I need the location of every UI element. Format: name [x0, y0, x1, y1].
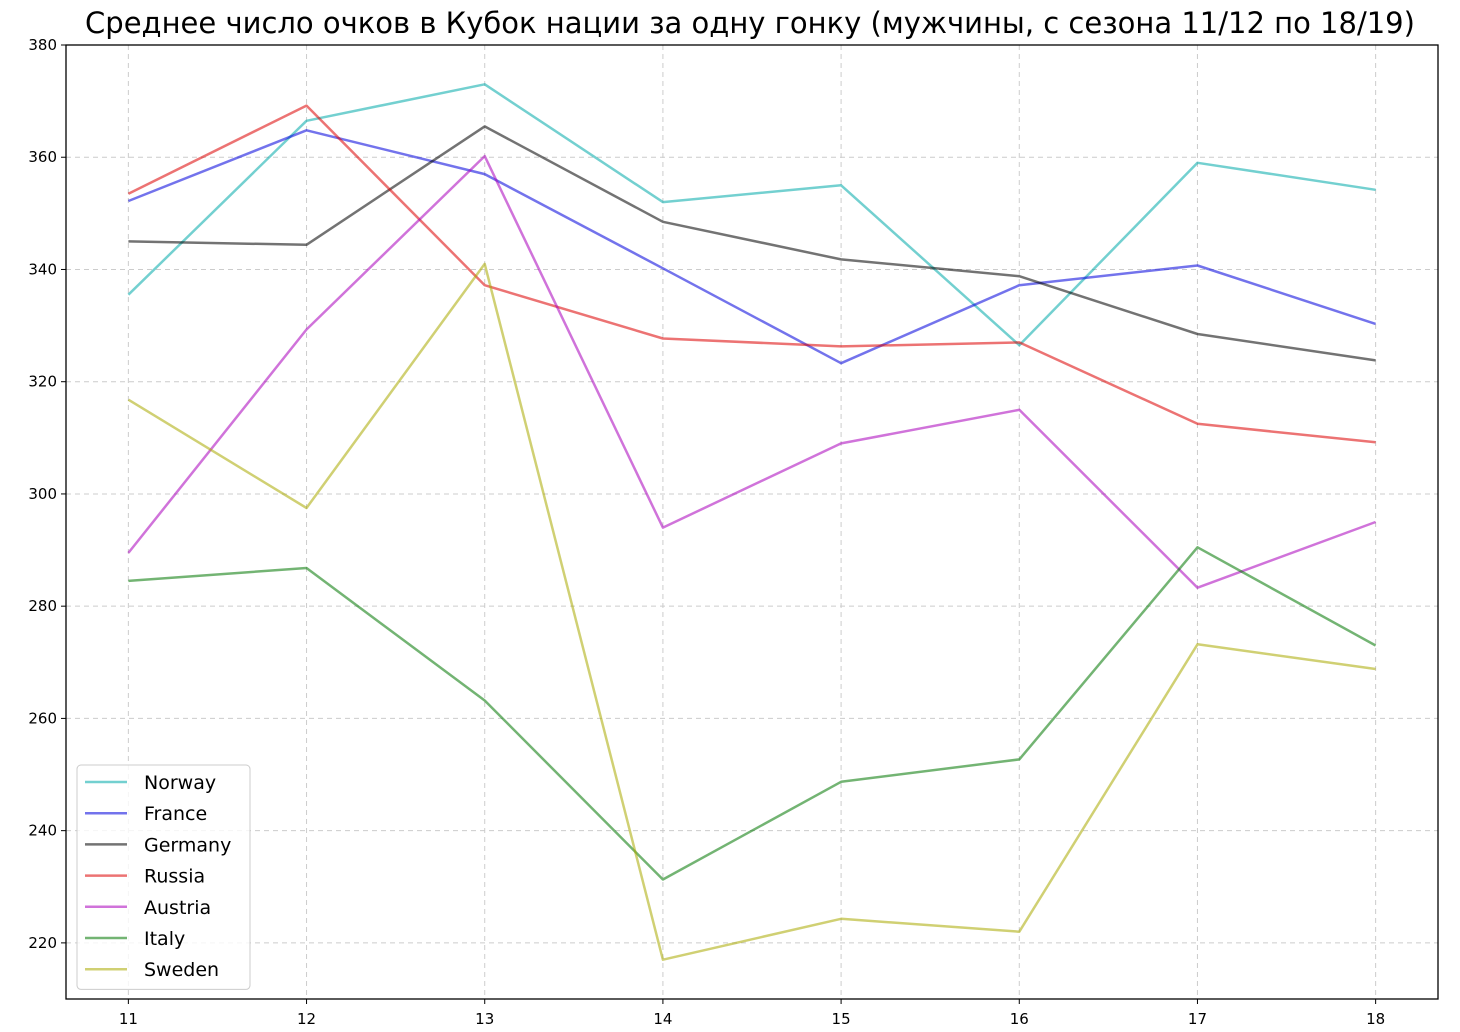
legend: Norway France Germany Russia Austria Italy Swe… — [76, 764, 251, 990]
series-line-france — [127, 129, 1376, 365]
y-tick-label: 220 — [28, 934, 57, 952]
y-tick-label: 240 — [28, 822, 57, 840]
series-line-germany — [128, 125, 1376, 362]
legend-label-italy: Italy — [144, 928, 185, 950]
y-tick-label: 340 — [28, 260, 57, 278]
legend-box — [76, 764, 251, 990]
y-tick-label: 320 — [28, 373, 57, 391]
x-tick-label: 16 — [1010, 1010, 1029, 1028]
y-tick-label: 260 — [28, 709, 57, 727]
x-tick-label: 15 — [832, 1010, 851, 1028]
series-line-austria — [127, 154, 1377, 589]
x-tick-label: 11 — [119, 1010, 138, 1028]
legend-label-austria: Austria — [144, 897, 211, 919]
x-tick-label: 12 — [297, 1010, 316, 1028]
legend-label-france: France — [144, 803, 207, 825]
axes: 11 12 13 14 15 16 17 18 220 240 260 280 300 320 340 360… — [28, 36, 1385, 1028]
y-tick-label: 280 — [28, 597, 57, 615]
grid — [66, 44, 1438, 999]
x-tick-label: 14 — [653, 1010, 672, 1028]
plot-frame — [65, 44, 1439, 1000]
x-tick-label: 18 — [1366, 1010, 1385, 1028]
chart-title: Среднее число очков в Кубок нации за одн… — [85, 6, 1415, 40]
legend-label-russia: Russia — [144, 866, 205, 888]
x-tick-label: 13 — [475, 1010, 494, 1028]
legend-label-norway: Norway — [144, 772, 216, 794]
series-line-italy — [128, 546, 1377, 881]
y-tick-label: 360 — [28, 148, 57, 166]
series-line-norway — [127, 83, 1376, 347]
legend-label-germany: Germany — [144, 834, 231, 856]
series-line-russia — [127, 104, 1376, 444]
legend-label-sweden: Sweden — [144, 959, 219, 981]
y-tick-label: 380 — [28, 36, 57, 54]
x-tick-label: 17 — [1188, 1010, 1207, 1028]
y-tick-label: 300 — [28, 485, 57, 503]
series-group — [127, 83, 1377, 961]
series-line-sweden — [127, 262, 1376, 961]
